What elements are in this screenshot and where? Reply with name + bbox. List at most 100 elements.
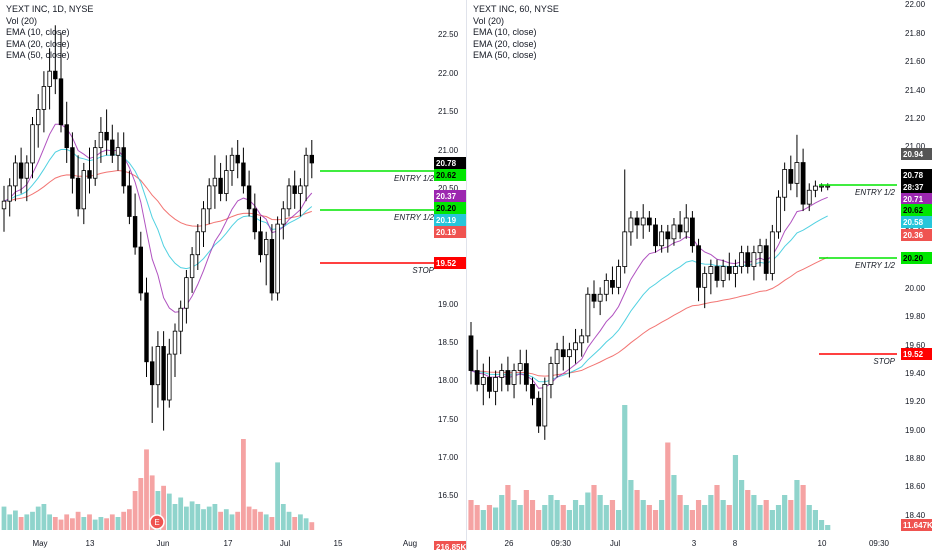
volume-bar	[782, 495, 788, 530]
volume-bar	[517, 505, 523, 530]
indicator-ema20: EMA (20, close)	[6, 38, 70, 49]
volume-bar	[579, 505, 585, 530]
volume-bar	[223, 509, 229, 530]
candle-body	[195, 231, 200, 256]
candle-body	[610, 279, 615, 288]
candle-body	[659, 231, 665, 247]
candle-body	[702, 273, 708, 288]
volume-bar	[769, 510, 775, 530]
candle-body	[93, 147, 98, 179]
x-tick-label: 09:30	[551, 539, 572, 548]
volume-bar	[184, 506, 189, 530]
daily-chart-legend: YEXT INC, 1D, NYSE Vol (20) EMA (10, clo…	[6, 4, 93, 62]
volume-bar	[166, 493, 172, 530]
candle-body	[53, 70, 58, 80]
volume-bar	[806, 505, 812, 530]
daily-chart-canvas[interactable]: 22.5022.0021.5021.0020.5020.0019.5019.00…	[0, 0, 466, 550]
volume-bar	[659, 500, 665, 530]
y-tick-label: 20.00	[905, 284, 926, 293]
candle-body	[275, 223, 280, 294]
candle-body	[281, 208, 286, 225]
volume-bar	[298, 514, 303, 530]
candle-body	[98, 131, 104, 149]
volume-bar	[127, 509, 132, 530]
candle-body	[720, 266, 726, 281]
volume-bar	[800, 485, 806, 530]
hourly-chart-canvas[interactable]: 22.0021.8021.6021.4021.2021.0020.8020.60…	[467, 0, 932, 550]
price-tag	[901, 216, 932, 228]
candle-body	[309, 154, 314, 164]
y-tick-label: 18.40	[905, 511, 926, 520]
volume-bar	[597, 495, 603, 530]
volume-bar	[144, 449, 149, 530]
candle-body	[155, 346, 161, 386]
candle-body	[825, 185, 831, 188]
candle-body	[523, 363, 529, 385]
volume-bar	[155, 491, 161, 530]
volume-bar	[52, 517, 58, 530]
volume-bar	[566, 510, 572, 530]
volume-bar	[115, 517, 121, 530]
indicator-ema20: EMA (20, close)	[473, 38, 537, 49]
candle-body	[782, 169, 788, 198]
y-tick-label: 21.50	[438, 107, 459, 116]
price-tag-label: 20.78	[436, 159, 457, 168]
volume-bar	[263, 514, 269, 530]
volume-bar	[708, 495, 714, 530]
price-tag-label: 20.37	[436, 192, 457, 201]
ema50-line	[470, 256, 828, 377]
candle-body	[104, 131, 109, 141]
candle-body	[616, 266, 622, 288]
candle-body	[224, 170, 229, 194]
candle-body	[189, 254, 195, 279]
candle-body	[201, 208, 206, 233]
volume-bar	[536, 510, 542, 530]
candle-body	[246, 185, 252, 210]
ema10-line	[3, 123, 313, 313]
candle-body	[757, 245, 763, 254]
price-tag-label: 20.20	[903, 254, 924, 263]
price-tag-label: 19.52	[436, 259, 457, 268]
level-label: ENTRY 1/2	[394, 174, 435, 183]
volume-bar	[212, 504, 218, 530]
candle-body	[548, 363, 554, 385]
candle-body	[487, 377, 492, 392]
volume-bar	[280, 504, 286, 530]
y-tick-label: 16.50	[438, 491, 459, 500]
volume-bar	[523, 490, 529, 530]
candle-body	[733, 266, 738, 274]
y-tick-label: 19.00	[438, 300, 459, 309]
y-tick-label: 22.00	[438, 69, 459, 78]
candle-body	[286, 185, 292, 210]
candle-body	[292, 185, 297, 194]
volume-bar	[548, 495, 554, 530]
volume-bar	[726, 505, 732, 530]
y-tick-label: 20.50	[438, 184, 459, 193]
volume-bar	[695, 500, 702, 530]
candle-body	[665, 231, 671, 240]
volume-bar	[121, 511, 127, 530]
candle-body	[161, 346, 166, 401]
volume-bar	[81, 517, 87, 530]
volume-bar	[739, 480, 745, 530]
y-tick-label: 19.80	[905, 312, 926, 321]
volume-bar	[1, 506, 7, 530]
x-tick-label: Aug	[403, 539, 417, 548]
candle-body	[646, 217, 652, 226]
volume-bar	[252, 509, 258, 530]
volume-bar	[511, 500, 517, 530]
candle-body	[776, 196, 781, 233]
volume-bar	[92, 519, 98, 530]
candle-body	[499, 370, 505, 378]
y-tick-label: 19.20	[905, 397, 926, 406]
hourly-chart-pane[interactable]: 22.0021.8021.6021.4021.2021.0020.8020.60…	[466, 0, 932, 550]
level-label: ENTRY 1/2	[855, 188, 896, 197]
price-tag	[901, 181, 932, 193]
volume-bar	[13, 510, 18, 530]
price-tag	[434, 257, 466, 269]
y-tick-label: 21.40	[905, 86, 926, 95]
candle-body	[75, 177, 81, 210]
volume-bar	[64, 514, 70, 530]
volume-bar	[189, 501, 195, 530]
daily-chart-pane[interactable]: 22.5022.0021.5021.0020.5020.0019.5019.00…	[0, 0, 466, 550]
